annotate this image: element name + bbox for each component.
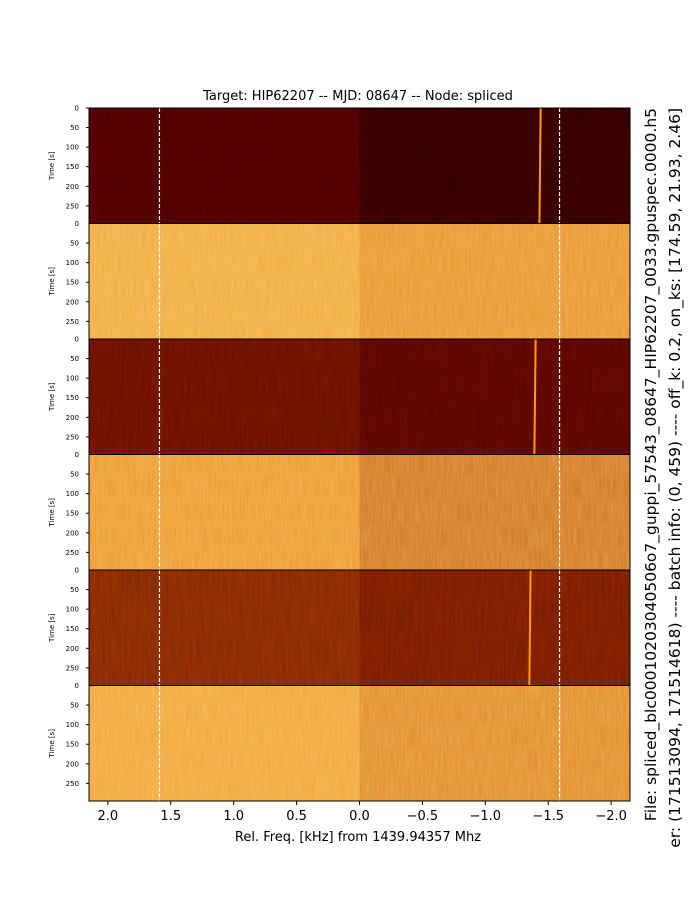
- panel-noise-texture: [89, 108, 630, 224]
- x-tick-label: −1.0: [470, 809, 502, 824]
- waterfall-panels: 0 50 100 150 200 250 Time [s] 50 100 150 200 250 0 Ti…: [48, 105, 631, 802]
- side-file-text: File: spliced_blc00010203040506o7_guppi_…: [642, 108, 661, 821]
- y-tick-label: 200: [66, 645, 79, 653]
- y-tick-label: 200: [66, 529, 79, 537]
- y-tick-label: 100: [66, 144, 79, 152]
- waterfall-panel: 50 100 150 200 250 0 Time [s]: [48, 451, 631, 571]
- waterfall-panel: 50 100 150 200 250 0 Time [s]: [48, 220, 631, 340]
- y-tick-label: 50: [70, 355, 79, 363]
- y-tick-label: 50: [70, 471, 79, 479]
- x-axis: 2.0 1.5 1.0 0.5 0.0 −0.5 −1.0 −1.5 −2.0: [98, 801, 627, 824]
- y-tick-label: 50: [70, 124, 79, 132]
- y-tick-label: 200: [66, 760, 79, 768]
- y-tick-label: 250: [66, 202, 79, 210]
- y-axis-label: Time [s]: [48, 498, 56, 528]
- y-tick-label: 150: [66, 741, 79, 749]
- x-tick-label: 0.5: [286, 809, 307, 824]
- x-tick-label: −1.5: [532, 809, 564, 824]
- signal-trace: [538, 107, 542, 224]
- panel-noise-texture: [89, 685, 630, 801]
- y-tick-label: 100: [66, 490, 79, 498]
- y-tick-label: 150: [66, 163, 79, 171]
- y-tick-label: 250: [66, 549, 79, 557]
- y-tick-label: 250: [66, 433, 79, 441]
- panel-zero-label: 0: [75, 682, 79, 690]
- y-tick-label: 250: [66, 318, 79, 326]
- panel-noise-texture: [89, 223, 630, 339]
- x-tick-label: −2.0: [595, 809, 627, 824]
- y-tick-label: 150: [66, 279, 79, 287]
- panel-noise-texture: [89, 570, 630, 686]
- panel-zero-label: 0: [75, 336, 79, 344]
- y-tick-label: 150: [66, 394, 79, 402]
- y-axis-label: Time [s]: [48, 151, 56, 181]
- chart-title: Target: HIP62207 -- MJD: 08647 -- Node: …: [202, 89, 513, 104]
- y-tick-label: 50: [70, 586, 79, 594]
- y-tick-label: 100: [66, 375, 79, 383]
- y-axis-label: Time [s]: [48, 613, 56, 643]
- y-axis-label: Time [s]: [48, 267, 56, 297]
- y-tick-label: 200: [66, 298, 79, 306]
- panel-noise-texture: [89, 454, 630, 570]
- panel-zero-label: 0: [75, 567, 79, 575]
- signal-trace: [528, 569, 532, 686]
- panel-noise-texture: [89, 339, 630, 455]
- y-axis-label: Time [s]: [48, 382, 56, 412]
- x-axis-label: Rel. Freq. [kHz] from 1439.94357 Mhz: [235, 830, 481, 845]
- y-tick-label: 150: [66, 510, 79, 518]
- y-tick-label: 250: [66, 664, 79, 672]
- waterfall-panel: 0 50 100 150 200 250 Time [s]: [48, 105, 631, 224]
- x-tick-label: −0.5: [407, 809, 439, 824]
- y-axis-label: Time [s]: [48, 729, 56, 759]
- y-tick-label: 100: [66, 721, 79, 729]
- y-tick-label: 0: [75, 105, 79, 113]
- y-tick-label: 250: [66, 780, 79, 788]
- x-tick-label: 0.0: [349, 809, 370, 824]
- waterfall-panel: 50 100 150 200 250 0 Time [s]: [48, 336, 631, 455]
- x-tick-label: 2.0: [98, 809, 119, 824]
- y-tick-label: 50: [70, 702, 79, 710]
- signal-trace: [533, 338, 537, 455]
- panel-zero-label: 0: [75, 451, 79, 459]
- side-batch-text: er: (171513094, 171514618) ---- batch in…: [666, 108, 685, 848]
- y-tick-label: 200: [66, 414, 79, 422]
- y-tick-label: 200: [66, 183, 79, 191]
- waterfall-panel: 50 100 150 200 250 0 Time [s]: [48, 567, 631, 686]
- panel-zero-label: 0: [75, 220, 79, 228]
- y-tick-label: 150: [66, 625, 79, 633]
- y-tick-label: 50: [70, 240, 79, 248]
- x-tick-label: 1.0: [223, 809, 244, 824]
- waterfall-panel: 50 100 150 200 250 0 Time [s]: [48, 682, 631, 802]
- y-tick-label: 100: [66, 259, 79, 267]
- x-tick-label: 1.5: [160, 809, 181, 824]
- y-tick-label: 100: [66, 606, 79, 614]
